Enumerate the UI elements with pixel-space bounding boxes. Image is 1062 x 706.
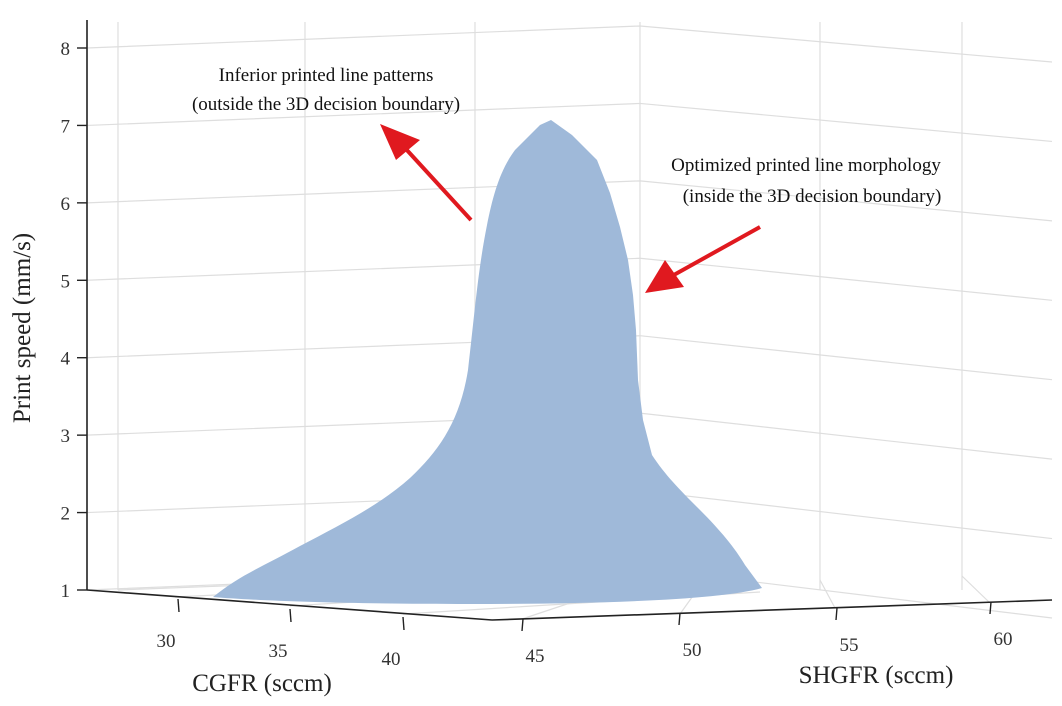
- x-tick-label: 35: [269, 641, 288, 662]
- y-tick-mark: [678, 612, 681, 626]
- annotation-inside-line-1: Optimized printed line morphology: [671, 155, 941, 176]
- y-tick-label: 50: [683, 640, 702, 661]
- z-tick-label: 4: [61, 349, 71, 370]
- z-tick-label: 5: [61, 271, 71, 292]
- z-tick-label: 2: [61, 504, 71, 525]
- annotation-inside-arrowhead: [645, 260, 684, 293]
- annotation-inside-line-2: (inside the 3D decision boundary): [683, 186, 942, 207]
- z-tick-label: 7: [61, 116, 71, 137]
- annotation-outside-line-2: (outside the 3D decision boundary): [192, 94, 460, 115]
- y-tick-label: 45: [526, 646, 545, 667]
- decision-boundary-surface: [213, 120, 762, 604]
- x-axis-title: CGFR (sccm): [192, 670, 332, 697]
- grid-line-floor: [819, 579, 836, 609]
- z-tick-label: 8: [61, 39, 71, 60]
- axes: [86, 20, 1053, 621]
- y-tick-label: 60: [994, 629, 1013, 650]
- annotation-inside-arrow: [671, 225, 761, 278]
- x-tick-label: 40: [382, 649, 401, 670]
- y-tick-mark: [521, 618, 524, 632]
- annotation-inside: Optimized printed line morphology (insid…: [645, 155, 941, 293]
- grid-line-floor: [961, 575, 991, 604]
- y-axis-ticks: 45 50 55 60: [521, 601, 1013, 667]
- x-axis-line: [86, 589, 493, 621]
- grid-line-z: [86, 25, 1053, 63]
- annotation-outside-arrowhead: [380, 124, 420, 160]
- x-tick-mark: [402, 616, 405, 631]
- y-tick-mark: [835, 607, 838, 621]
- z-tick-label: 6: [61, 194, 71, 215]
- z-tick-label: 3: [61, 426, 71, 447]
- y-tick-mark: [989, 601, 992, 615]
- annotation-outside-line-1: Inferior printed line patterns: [219, 65, 434, 86]
- y-axis-title: SHGFR (sccm): [799, 662, 954, 689]
- z-tick-label: 1: [61, 581, 71, 602]
- z-axis-ticks: 1 2 3 4 5 6 7 8: [61, 39, 87, 602]
- grid-lines: [86, 22, 1053, 620]
- annotation-outside-arrow: [403, 146, 473, 222]
- x-tick-mark: [289, 608, 292, 623]
- annotation-outside: Inferior printed line patterns (outside …: [192, 65, 473, 222]
- x-axis-ticks: 30 35 40: [157, 598, 405, 670]
- z-axis-title: Print speed (mm/s): [9, 233, 36, 423]
- y-tick-label: 55: [840, 635, 859, 656]
- y-axis-line: [491, 599, 1053, 621]
- x-tick-mark: [177, 598, 180, 613]
- x-tick-label: 30: [157, 631, 176, 652]
